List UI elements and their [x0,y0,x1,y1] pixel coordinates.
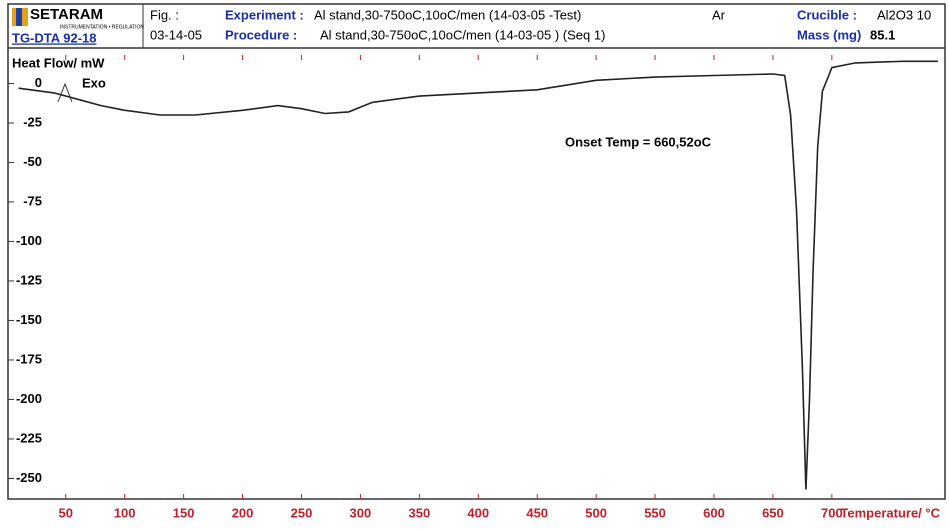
logo: SETARAM [30,6,103,23]
x-tick-label: 350 [408,505,430,520]
crucible-label: Crucible : [797,7,857,22]
x-tick-label: 200 [232,505,254,520]
crucible: Al2O3 10 [877,7,931,22]
frame [7,3,946,500]
logo-icon [16,8,22,26]
atmosphere: Ar [712,7,726,22]
fig-label: Fig. : [150,7,179,22]
y-tick-label: -75 [23,193,42,208]
y-tick-label: -100 [16,233,42,248]
x-tick-label: 600 [703,505,725,520]
instrument: TG-DTA 92-18 [12,30,97,45]
x-tick-label: 50 [59,505,73,520]
date: 03-14-05 [150,27,202,42]
heat-flow-line [18,60,938,490]
logo-sub: INSTRUMENTATION • REGULATION [60,24,144,30]
mass: 85.1 [870,27,895,42]
y-tick-label: 0 [35,75,42,90]
x-axis-label: Temperature/ °C [840,505,940,520]
y-tick-label: -125 [16,272,42,287]
x-tick-label: 150 [173,505,195,520]
y-axis-label: Heat Flow/ mW [12,55,105,70]
procedure: Al stand,30-750oC,10oC/men (14-03-05 ) (… [320,27,605,42]
experiment: Al stand,30-750oC,10oC/men (14-03-05 -Te… [314,7,581,22]
exo-arrow [57,82,73,103]
x-tick-label: 400 [467,505,489,520]
x-tick-label: 450 [526,505,548,520]
x-tick-label: 700 [821,505,843,520]
y-tick-label: -25 [23,114,42,129]
exo-label: Exo [82,75,106,90]
x-tick-label: 550 [644,505,666,520]
y-tick-label: -250 [16,470,42,485]
annotation: Onset Temp = 660,52oC [565,134,712,149]
y-tick-label: -225 [16,430,42,445]
procedure-label: Procedure : [225,27,297,42]
x-tick-label: 500 [585,505,607,520]
x-tick-label: 650 [762,505,784,520]
y-tick-label: -150 [16,312,42,327]
x-tick-label: 250 [291,505,313,520]
y-tick-label: -50 [23,154,42,169]
y-tick-label: -200 [16,391,42,406]
x-tick-label: 100 [114,505,136,520]
experiment-label: Experiment : [225,7,304,22]
y-tick-label: -175 [16,351,42,366]
x-tick-label: 300 [350,505,372,520]
mass-label: Mass (mg) [797,27,861,42]
